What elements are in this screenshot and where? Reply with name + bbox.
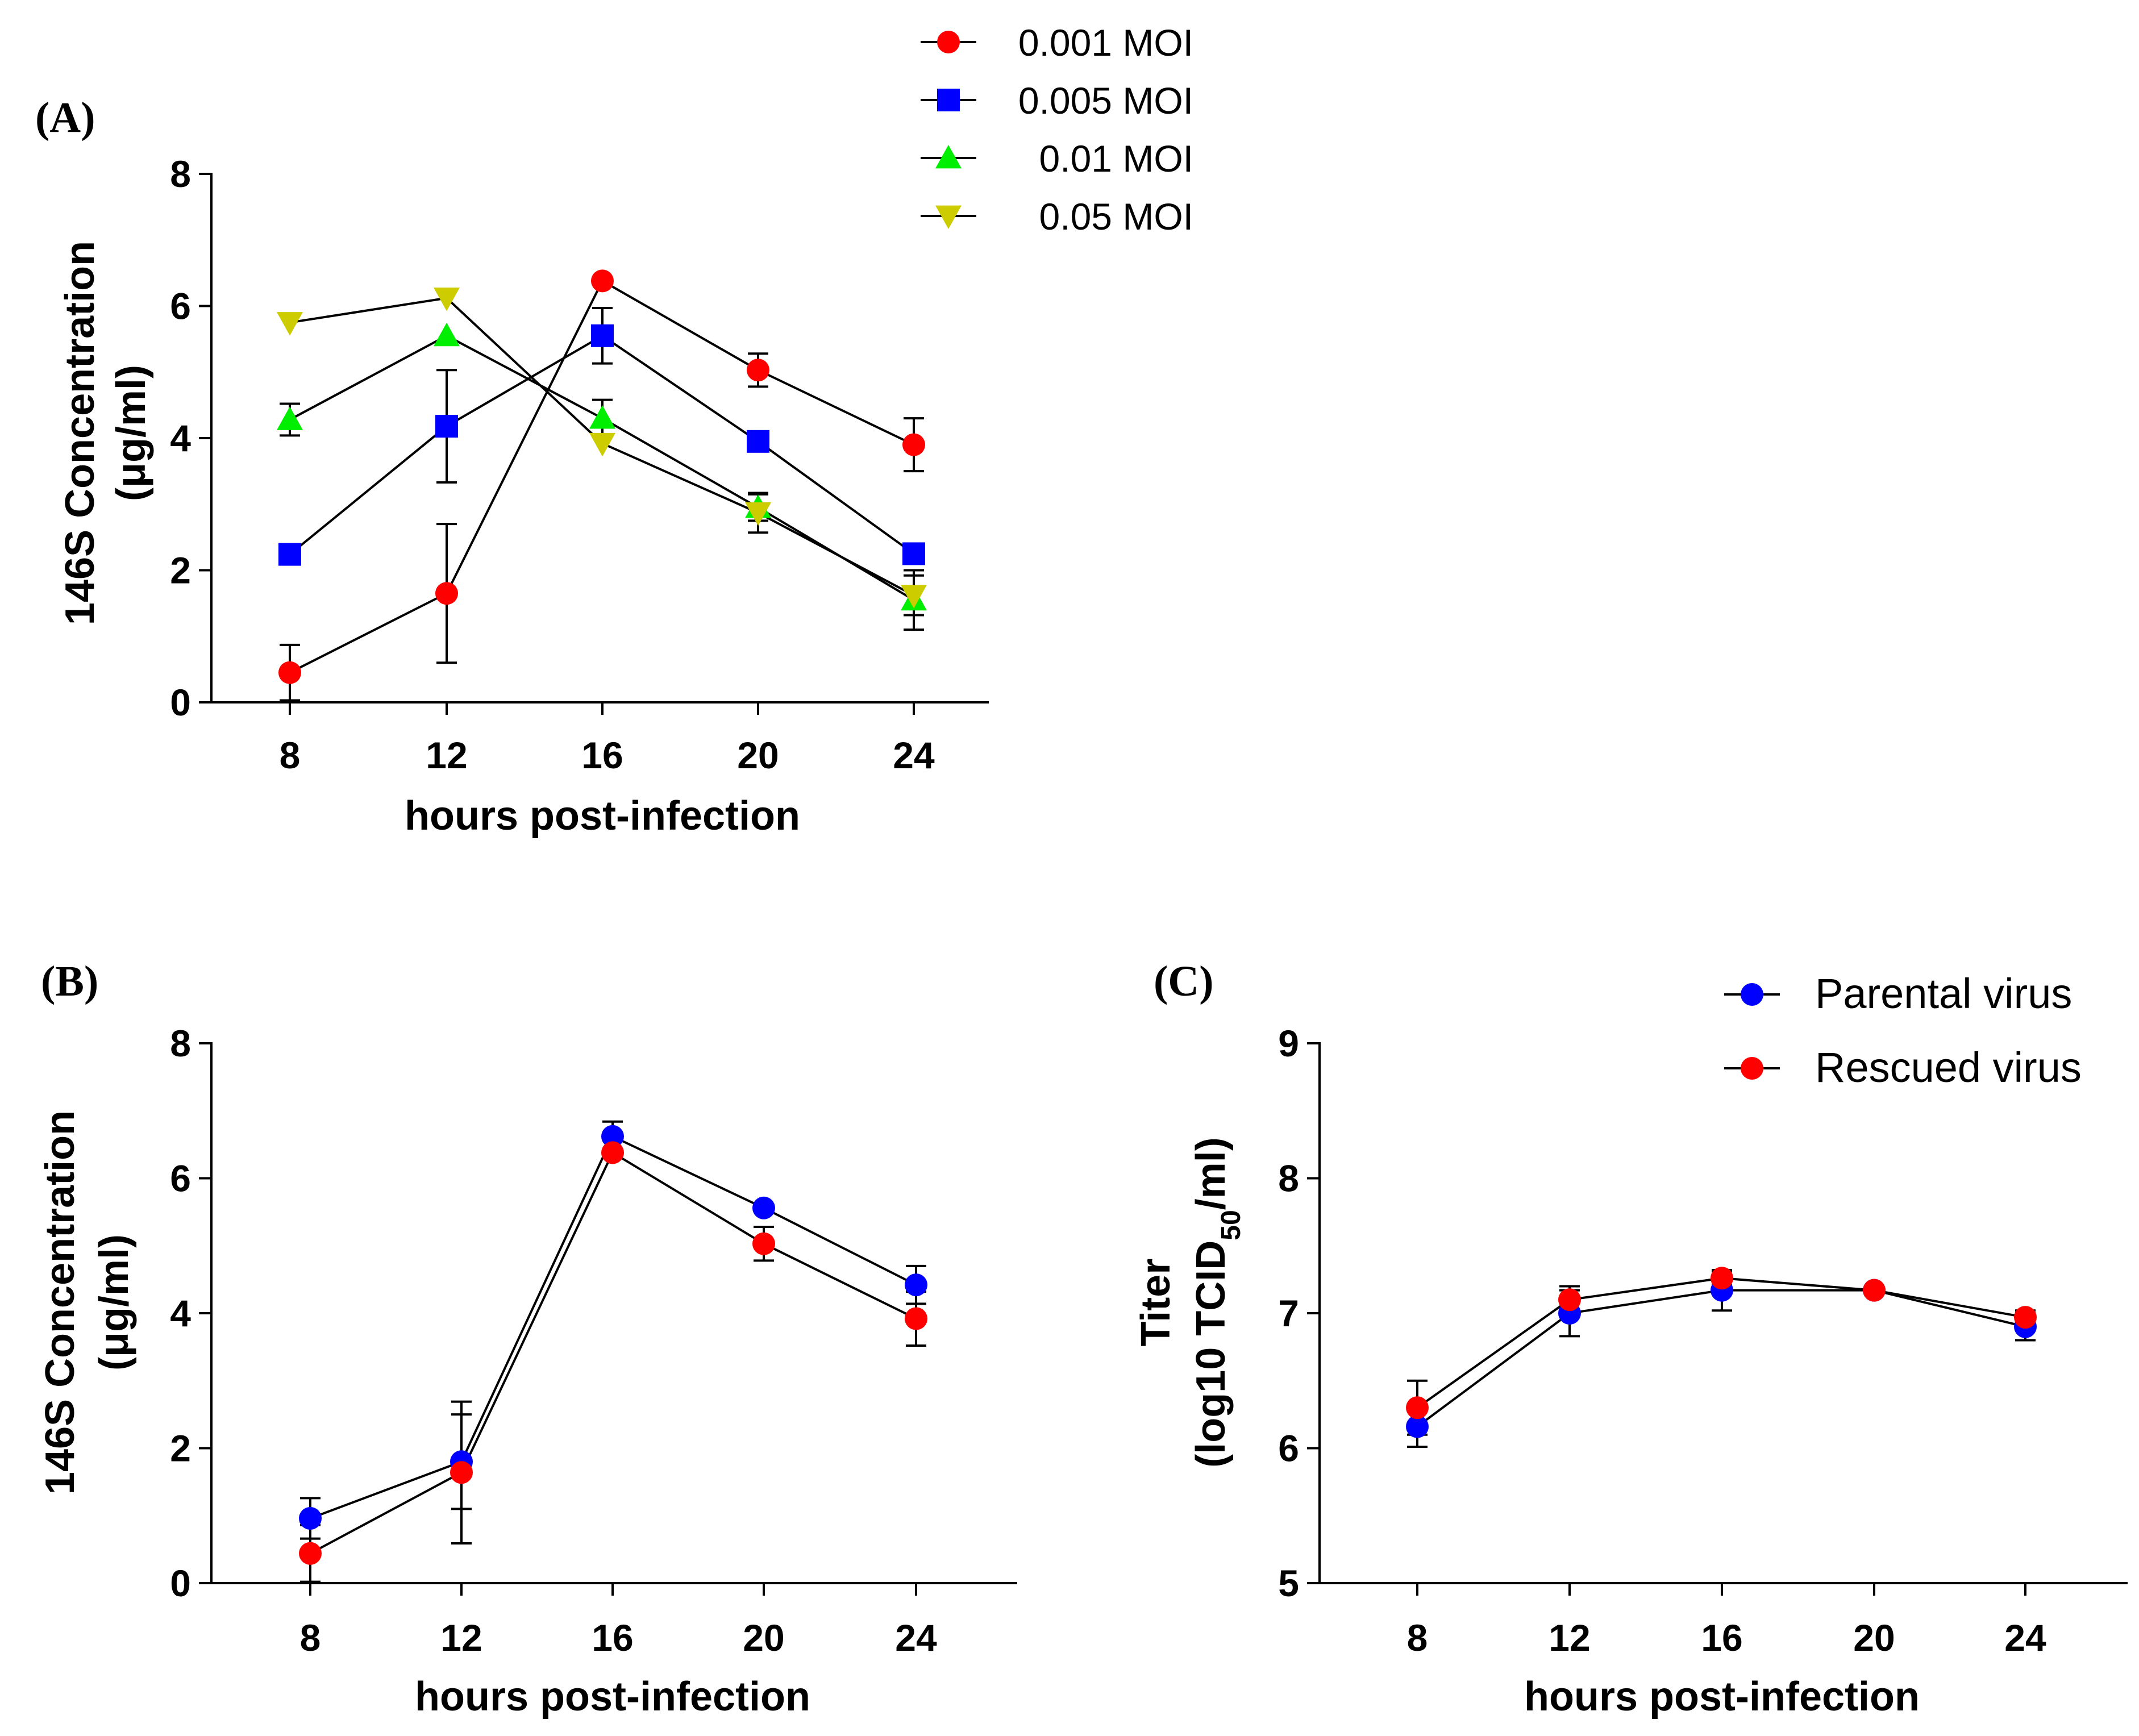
panel-c-legend-label: Rescued virus — [1815, 1044, 2082, 1091]
panel-a-data-point-0 — [278, 661, 301, 684]
panel-c-label: (C) — [1154, 957, 1214, 1005]
panel-a-data-point-3 — [901, 585, 927, 609]
panel-b-x-tick-label: 12 — [440, 1617, 482, 1659]
panel-a-data-point-1 — [902, 542, 925, 565]
panel-b-y-axis-label-units: (μg/ml) — [91, 1234, 137, 1371]
panel-a-legend-marker — [937, 89, 960, 111]
panel-a-data-point-0 — [435, 582, 458, 605]
panel-b-data-point-1 — [299, 1542, 322, 1565]
panel-a-data-point-2 — [277, 406, 303, 430]
panel-b-x-tick-label: 24 — [895, 1617, 937, 1659]
panel-a-legend-label: 0.005 MOI — [1018, 80, 1193, 122]
panel-a-y-axis-label-units: (μg/ml) — [109, 365, 154, 501]
panel-c-x-tick-label: 8 — [1407, 1617, 1428, 1659]
panel-b-y-tick-label: 2 — [170, 1427, 191, 1469]
panel-c-data-point-1 — [2014, 1306, 2037, 1329]
panel-b-x-tick-label: 8 — [300, 1617, 321, 1659]
panel-b-y-tick-label: 4 — [170, 1292, 191, 1334]
panel-c-y-tick-label: 7 — [1278, 1292, 1299, 1334]
panel-b-y-tick-label: 8 — [170, 1022, 191, 1064]
panel-b-data-point-1 — [450, 1461, 473, 1484]
panel-a-data-point-2 — [589, 405, 615, 429]
panel-c-y-tick-label: 9 — [1278, 1022, 1299, 1064]
panel-a-x-axis-label: hours post-infection — [405, 793, 800, 839]
panel-b-y-tick-label: 6 — [170, 1158, 191, 1200]
panel-c-y-units-subscript: 50 — [1216, 1210, 1246, 1240]
panel-a-x-tick-label: 20 — [737, 734, 779, 776]
panel-c-x-tick-label: 16 — [1701, 1617, 1742, 1659]
panel-c-y-tick-label: 5 — [1278, 1562, 1299, 1604]
panel-c-data-point-1 — [1711, 1267, 1733, 1290]
panel-c-legend-marker — [1741, 983, 1763, 1006]
panel-c-data-point-1 — [1406, 1396, 1429, 1419]
panel-b-y-tick-label: 0 — [170, 1562, 191, 1604]
panel-c-y-units-part: /ml) — [1188, 1137, 1234, 1210]
panel-c-legend-label: Parental virus — [1815, 970, 2072, 1017]
panel-a-data-point-3 — [589, 432, 615, 457]
panel-a-y-tick-label: 0 — [170, 681, 191, 723]
panel-b-y-axis-label: 146S Concentration — [38, 1110, 83, 1494]
panel-a-data-point-3 — [277, 312, 303, 336]
panel-a-y-tick-label: 8 — [170, 153, 191, 195]
panel-c-legend-marker — [1741, 1057, 1763, 1080]
panel-a-legend-marker — [935, 205, 962, 229]
panel-a-y-axis-label: 146S Concentration — [57, 241, 103, 625]
panel-c-y-units-part: (log10 TCID — [1188, 1240, 1234, 1468]
panel-a-label: (A) — [35, 94, 95, 141]
panel-a-data-point-3 — [745, 502, 771, 526]
panel-b-data-point-1 — [752, 1232, 775, 1255]
panel-a-legend-label: 0.01 MOI — [1039, 138, 1193, 180]
panel-c-data-point-1 — [1863, 1279, 1886, 1302]
panel-a-y-tick-label: 2 — [170, 549, 191, 592]
panel-b-x-tick-label: 20 — [743, 1617, 784, 1659]
panel-c-data-point-0 — [1406, 1415, 1429, 1438]
panel-a-x-tick-label: 8 — [280, 734, 301, 776]
panel-b-data-point-0 — [905, 1273, 927, 1297]
panel-c-x-tick-label: 12 — [1549, 1617, 1590, 1659]
panel-b-data-point-1 — [601, 1141, 624, 1164]
panel-a-data-point-3 — [434, 288, 460, 311]
panel-c-data-point-1 — [1558, 1288, 1581, 1312]
panel-c-y-axis-label: Titer — [1133, 1259, 1179, 1347]
panel-a-data-point-1 — [747, 430, 769, 453]
panel-a-legend-marker — [937, 31, 960, 53]
panel-b-label: (B) — [41, 957, 98, 1005]
panel-a-data-point-0 — [747, 359, 769, 382]
panel-c-y-axis-label-units: (log10 TCID50/ml) — [1188, 1137, 1246, 1467]
panel-a-data-point-1 — [435, 415, 458, 438]
panel-a-x-tick-label: 12 — [426, 734, 467, 776]
panel-c-y-tick-label: 8 — [1278, 1158, 1299, 1200]
panel-c-x-tick-label: 20 — [1853, 1617, 1895, 1659]
panel-c-x-axis-label: hours post-infection — [1524, 1674, 1920, 1720]
panel-a-data-point-0 — [591, 269, 614, 293]
panel-a-legend-marker — [935, 145, 962, 169]
panel-b-data-point-0 — [601, 1125, 624, 1148]
panel-b-x-tick-label: 16 — [592, 1617, 633, 1659]
panel-a-legend-label: 0.05 MOI — [1039, 195, 1193, 238]
panel-a-y-tick-label: 6 — [170, 285, 191, 327]
panel-a-legend-label: 0.001 MOI — [1018, 22, 1193, 64]
panel-b-data-point-1 — [905, 1307, 927, 1330]
panel-b-data-point-0 — [752, 1196, 775, 1219]
panel-a-x-tick-label: 16 — [581, 734, 623, 776]
panel-a-data-point-2 — [434, 322, 460, 347]
panel-a-x-tick-label: 24 — [893, 734, 935, 776]
panel-a-y-tick-label: 4 — [170, 417, 191, 459]
panel-c-y-tick-label: 6 — [1278, 1427, 1299, 1469]
panel-b-x-axis-label: hours post-infection — [415, 1674, 810, 1720]
panel-a-data-point-1 — [591, 324, 614, 347]
panel-a-data-point-0 — [902, 433, 925, 456]
panel-a-data-point-1 — [278, 543, 301, 566]
panel-c-x-tick-label: 24 — [2004, 1617, 2046, 1659]
panel-b-data-point-0 — [299, 1507, 322, 1530]
